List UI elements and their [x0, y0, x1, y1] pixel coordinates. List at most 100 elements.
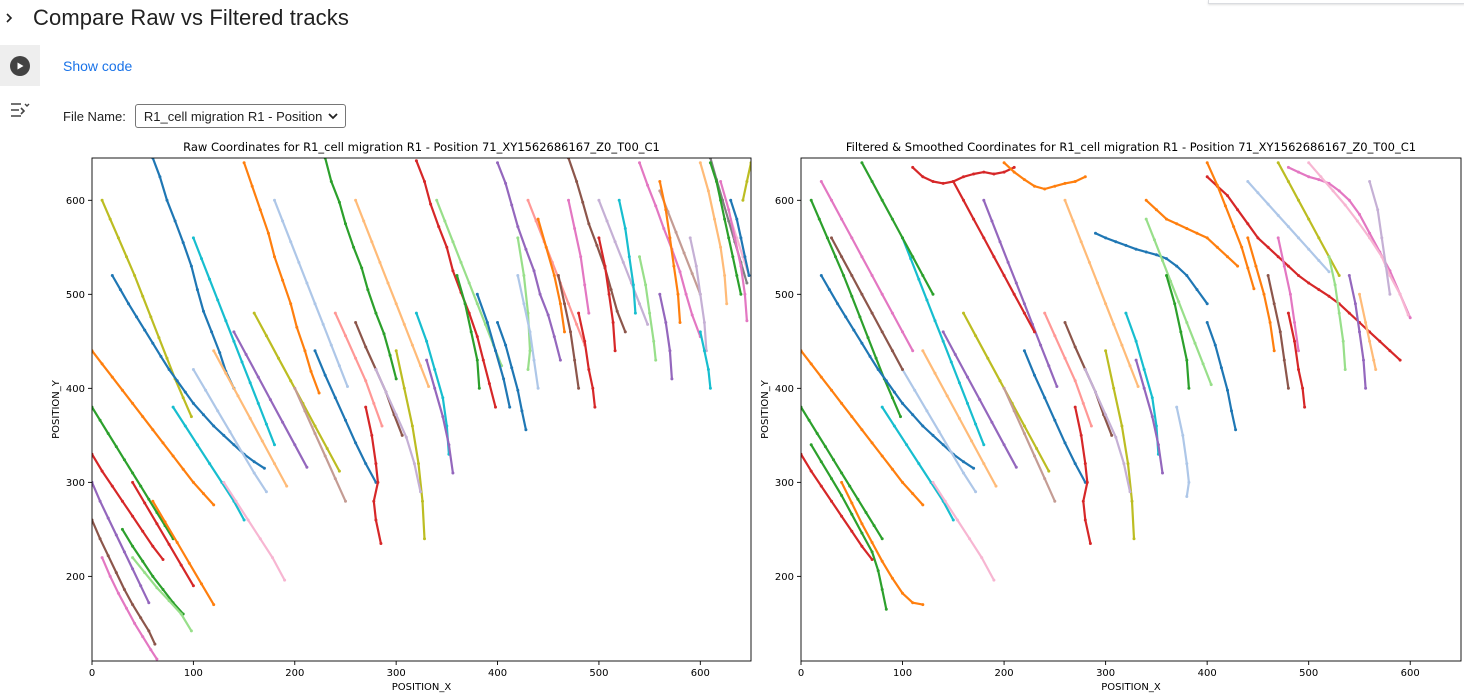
track-point: [504, 181, 508, 185]
track-point: [819, 180, 823, 183]
track-point: [228, 430, 232, 434]
track-point: [1343, 368, 1347, 371]
show-code-link[interactable]: Show code: [63, 58, 133, 74]
track-point: [410, 343, 414, 347]
track-point: [414, 311, 418, 315]
track-point: [809, 362, 813, 366]
track-point: [1150, 396, 1154, 400]
chevron-right-icon[interactable]: [0, 5, 22, 31]
track-point: [155, 511, 159, 514]
track-point: [860, 161, 864, 165]
track-point: [258, 208, 262, 212]
play-icon: [17, 62, 24, 69]
track-point: [1307, 175, 1311, 179]
track-point: [1128, 364, 1132, 368]
track-point: [998, 379, 1002, 383]
track-point: [98, 499, 102, 503]
track-point: [1161, 259, 1164, 262]
track-point: [1215, 245, 1219, 249]
track-line: [830, 237, 904, 371]
track-point: [676, 292, 680, 296]
track-line: [425, 359, 454, 474]
track-point: [1297, 170, 1300, 174]
track-point: [1114, 435, 1118, 439]
track-line: [415, 312, 450, 455]
track-point: [463, 302, 467, 306]
track-point: [285, 484, 289, 488]
track-point: [901, 330, 904, 334]
track-point: [370, 240, 374, 244]
track-point: [204, 388, 208, 392]
section-title: Compare Raw vs Filtered tracks: [33, 5, 349, 30]
track-point: [1063, 198, 1067, 202]
track-point: [852, 328, 856, 332]
track-point: [264, 490, 268, 494]
track-point: [504, 343, 508, 347]
file-name-select[interactable]: R1_cell migration R1 - Position: [134, 104, 346, 128]
track-point: [955, 518, 959, 522]
track-point: [281, 278, 285, 282]
track-point: [880, 198, 884, 202]
track-point: [638, 161, 641, 165]
track-point: [911, 413, 915, 417]
track-point: [941, 443, 945, 447]
track-point: [921, 603, 925, 607]
track-point: [840, 401, 844, 405]
track-point: [313, 302, 317, 306]
track-line: [1287, 166, 1412, 319]
track-point: [441, 396, 445, 400]
track-point: [1266, 202, 1270, 206]
track-point: [303, 349, 307, 353]
track-point: [941, 339, 945, 343]
track-line: [810, 199, 902, 418]
track-point: [1246, 266, 1250, 270]
track-point: [1175, 264, 1179, 268]
track-point: [925, 298, 929, 302]
track-point: [451, 240, 455, 244]
track-point: [825, 236, 829, 240]
track-point: [289, 379, 293, 383]
track-point: [1380, 236, 1384, 240]
track-point: [933, 319, 937, 323]
track-point: [850, 294, 854, 298]
track-point: [623, 227, 627, 230]
track-point: [1002, 386, 1006, 390]
track-point: [1033, 373, 1036, 377]
track-point: [702, 349, 706, 353]
track-point: [1297, 274, 1300, 277]
track-point: [1033, 184, 1036, 188]
track-line: [293, 387, 347, 502]
track-point: [382, 332, 386, 336]
track-point: [236, 394, 240, 398]
track-point: [850, 529, 854, 533]
track-line: [1165, 275, 1190, 389]
track-point: [494, 405, 497, 409]
run-cell-button[interactable]: [10, 55, 30, 76]
track-point: [400, 433, 404, 437]
track-line: [1063, 199, 1140, 387]
track-point: [1286, 386, 1290, 390]
track-point: [1286, 264, 1290, 268]
track-point: [1376, 208, 1380, 212]
track-point: [715, 180, 718, 183]
output-settings-icon[interactable]: [8, 99, 30, 121]
track-point: [1219, 366, 1223, 370]
track-point: [1272, 349, 1276, 353]
track-point: [840, 471, 844, 475]
track-point: [1156, 443, 1160, 447]
track-point: [1012, 165, 1016, 169]
track-point: [552, 274, 556, 277]
track-point: [911, 601, 915, 605]
track-point: [982, 170, 986, 174]
track-point: [120, 527, 124, 531]
track-point: [583, 283, 587, 287]
track-point: [232, 330, 236, 334]
track-point: [597, 198, 601, 202]
track-point: [690, 272, 694, 276]
track-point: [1134, 339, 1138, 343]
track-point: [402, 322, 406, 326]
track-line: [1043, 312, 1093, 427]
track-point: [1384, 264, 1388, 268]
track-point: [723, 217, 727, 221]
